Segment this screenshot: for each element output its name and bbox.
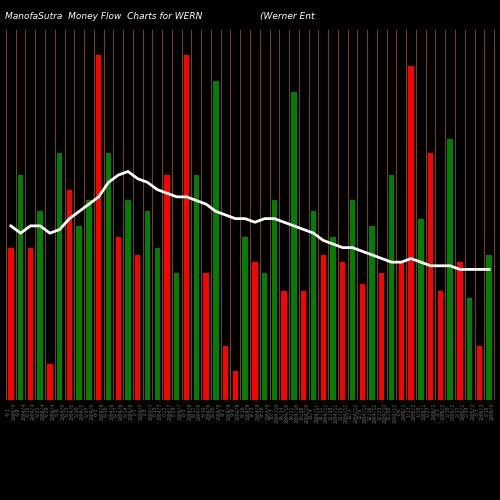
Bar: [330, 237, 336, 400]
Bar: [389, 175, 394, 400]
Text: ManofaSutra  Money Flow  Charts for WERN: ManofaSutra Money Flow Charts for WERN: [5, 12, 202, 21]
Bar: [379, 273, 384, 400]
Bar: [350, 200, 355, 400]
Bar: [126, 200, 130, 400]
Bar: [47, 364, 52, 400]
Bar: [476, 346, 482, 400]
Bar: [38, 212, 43, 400]
Bar: [106, 154, 111, 400]
Bar: [242, 237, 248, 400]
Bar: [340, 262, 345, 400]
Bar: [76, 226, 82, 400]
Text: (Werner Ent: (Werner Ent: [260, 12, 314, 21]
Bar: [486, 255, 492, 400]
Bar: [8, 248, 14, 400]
Bar: [96, 56, 102, 400]
Bar: [438, 291, 443, 400]
Bar: [311, 212, 316, 400]
Bar: [262, 273, 268, 400]
Bar: [116, 237, 121, 400]
Bar: [457, 262, 462, 400]
Bar: [291, 92, 296, 400]
Bar: [360, 284, 365, 400]
Bar: [28, 248, 33, 400]
Bar: [418, 218, 424, 400]
Bar: [184, 56, 189, 400]
Bar: [86, 200, 92, 400]
Bar: [301, 291, 306, 400]
Bar: [320, 255, 326, 400]
Bar: [408, 66, 414, 400]
Bar: [223, 346, 228, 400]
Bar: [174, 273, 180, 400]
Bar: [154, 248, 160, 400]
Bar: [467, 298, 472, 400]
Bar: [252, 262, 258, 400]
Bar: [398, 262, 404, 400]
Bar: [428, 154, 434, 400]
Bar: [18, 175, 24, 400]
Bar: [272, 200, 277, 400]
Bar: [194, 175, 199, 400]
Bar: [204, 273, 209, 400]
Bar: [448, 139, 453, 400]
Bar: [57, 154, 62, 400]
Bar: [213, 81, 218, 400]
Bar: [145, 212, 150, 400]
Bar: [164, 175, 170, 400]
Bar: [66, 190, 72, 400]
Bar: [232, 371, 238, 400]
Bar: [370, 226, 374, 400]
Bar: [282, 291, 287, 400]
Bar: [135, 255, 140, 400]
